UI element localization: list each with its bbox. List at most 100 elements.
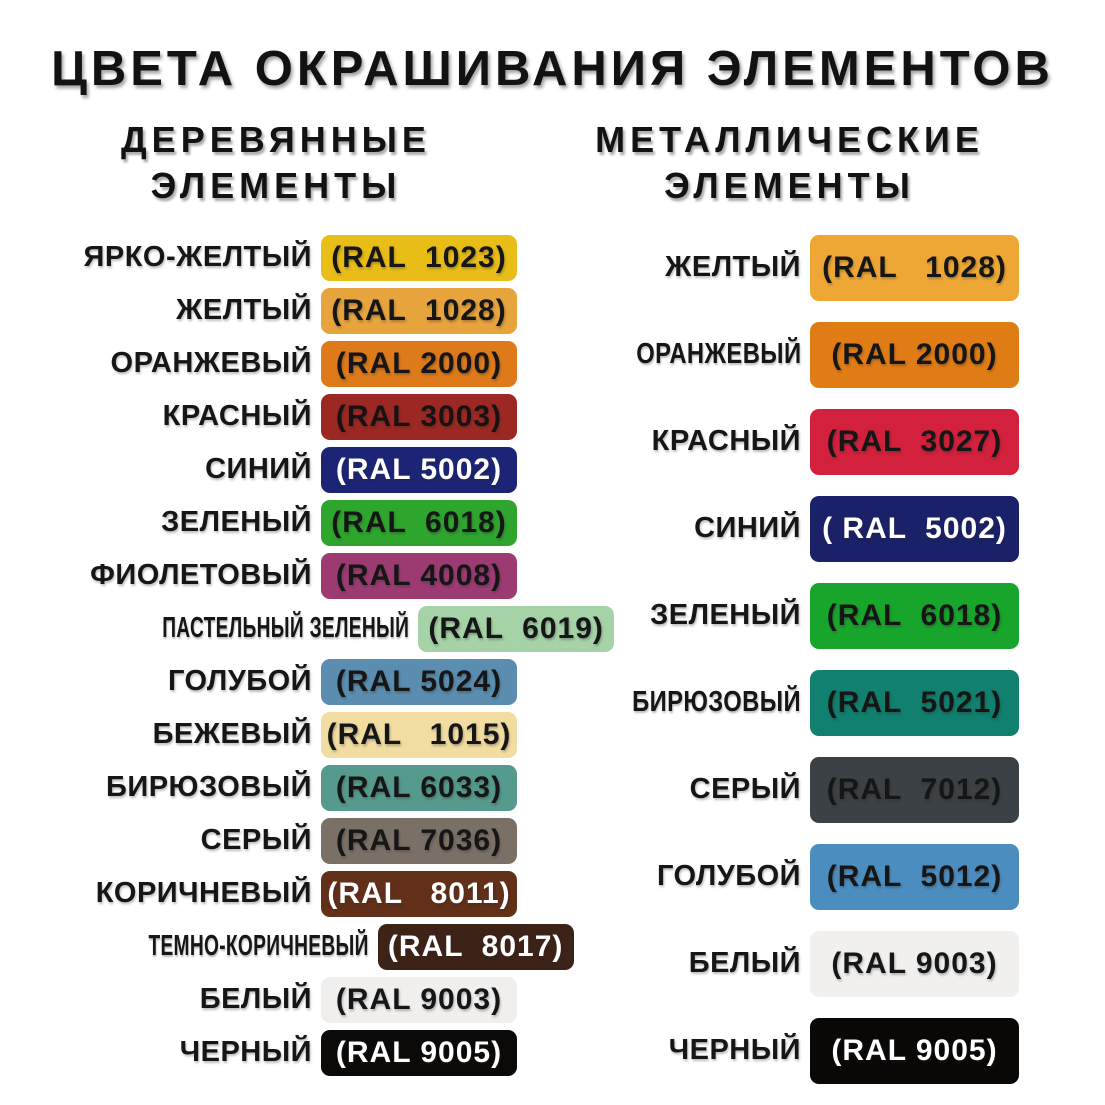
color-name-text: БЕЛЫЙ — [199, 983, 312, 1016]
color-name-text: ОРАНЖЕВЫЙ — [635, 338, 801, 371]
color-name-text: ОРАНЖЕВЫЙ — [110, 347, 312, 380]
color-name-text: ЖЕЛТЫЙ — [176, 294, 312, 327]
color-name-label: БЕЛЫЙ — [560, 947, 810, 980]
color-row: ЧЕРНЫЙ (RAL 9005) — [35, 1029, 517, 1076]
color-swatch: (RAL 1028) — [321, 287, 517, 334]
color-name-text: СЕРЫЙ — [200, 824, 312, 857]
color-row: БИРЮЗОВЫЙ (RAL 6033) — [35, 764, 517, 811]
ral-code: ( RAL 5002) — [822, 511, 1007, 545]
color-row: КОРИЧНЕВЫЙ (RAL 8011) — [35, 870, 517, 917]
ral-code: (RAL 9005) — [831, 1033, 998, 1067]
color-name-text: БИРЮЗОВЫЙ — [106, 771, 312, 804]
color-name-label: ГОЛУБОЙ — [35, 665, 321, 698]
color-swatch: (RAL 9005) — [321, 1029, 517, 1076]
color-name-text: ЧЕРНЫЙ — [179, 1036, 312, 1069]
metal-elements-header: МЕТАЛЛИЧЕСКИЕ ЭЛЕМЕНТЫ — [560, 117, 1019, 208]
ral-code: (RAL 1028) — [331, 293, 507, 327]
color-name-text: СИНИЙ — [205, 453, 312, 486]
ral-code: (RAL 3027) — [826, 424, 1003, 458]
color-name-label: ТЕМНО-КОРИЧНЕВЫЙ — [35, 930, 378, 963]
color-swatch: ( RAL 5002) — [810, 495, 1019, 562]
ral-code: (RAL 9003) — [335, 982, 503, 1016]
color-name-text: ТЕМНО-КОРИЧНЕВЫЙ — [148, 930, 369, 963]
color-name-label: СЕРЫЙ — [560, 773, 810, 806]
color-row: ЖЕЛТЫЙ (RAL 1028) — [35, 287, 517, 334]
wooden-elements-column: ДЕРЕВЯННЫЕ ЭЛЕМЕНТЫ ЯРКО-ЖЕЛТЫЙ (RAL 1023)… — [35, 117, 615, 1076]
color-name-text: ЧЕРНЫЙ — [668, 1034, 801, 1067]
color-row: ТЕМНО-КОРИЧНЕВЫЙ (RAL 8017) — [35, 923, 574, 970]
color-row: ЧЕРНЫЙ (RAL 9005) — [560, 1017, 1019, 1084]
color-name-label: СЕРЫЙ — [35, 824, 321, 857]
ral-code: (RAL 1028) — [822, 250, 1007, 284]
color-name-label: БИРЮЗОВЫЙ — [35, 771, 321, 804]
color-name-label: ГОЛУБОЙ — [560, 860, 810, 893]
color-name-label: БЕЖЕВЫЙ — [35, 718, 321, 751]
ral-code: (RAL 6033) — [335, 770, 503, 804]
color-name-text: ЗЕЛЕНЫЙ — [650, 599, 801, 632]
color-row: КРАСНЫЙ (RAL 3003) — [35, 393, 517, 440]
ral-code: (RAL 9005) — [335, 1035, 503, 1069]
color-name-text: ГОЛУБОЙ — [167, 665, 312, 698]
color-row: СЕРЫЙ (RAL 7012) — [560, 756, 1019, 823]
color-swatch: (RAL 6018) — [321, 499, 517, 546]
color-name-label: ЗЕЛЕНЫЙ — [560, 599, 810, 632]
color-swatch: (RAL 9003) — [321, 976, 517, 1023]
metal-elements-column: МЕТАЛЛИЧЕСКИЕ ЭЛЕМЕНТЫ ЖЕЛТЫЙ (RAL 1028) ОР… — [560, 117, 1019, 1084]
color-name-label: ПАСТЕЛЬНЫЙ ЗЕЛЕНЫЙ — [35, 612, 418, 645]
color-name-label: ЯРКО-ЖЕЛТЫЙ — [35, 241, 321, 274]
color-row: КРАСНЫЙ (RAL 3027) — [560, 408, 1019, 475]
color-row: ФИОЛЕТОВЫЙ (RAL 4008) — [35, 552, 517, 599]
ral-code: (RAL 8011) — [327, 876, 511, 910]
color-name-label: ЧЕРНЫЙ — [560, 1034, 810, 1067]
color-name-text: ЯРКО-ЖЕЛТЫЙ — [83, 241, 312, 274]
wooden-elements-header: ДЕРЕВЯННЫЕ ЭЛЕМЕНТЫ — [35, 117, 517, 208]
color-name-text: БЕЖЕВЫЙ — [152, 718, 312, 751]
color-name-text: БЕЛЫЙ — [688, 947, 801, 980]
ral-code: (RAL 5021) — [826, 685, 1003, 719]
color-row: ЗЕЛЕНЫЙ (RAL 6018) — [35, 499, 517, 546]
color-swatch: (RAL 9003) — [810, 930, 1019, 997]
color-row: БЕЛЫЙ (RAL 9003) — [35, 976, 517, 1023]
ral-code: (RAL 1015) — [326, 717, 512, 751]
ral-code: (RAL 7012) — [826, 772, 1003, 806]
color-name-label: БИРЮЗОВЫЙ — [560, 686, 810, 719]
color-swatch: (RAL 5024) — [321, 658, 517, 705]
ral-code: (RAL 5012) — [826, 859, 1003, 893]
color-name-label: ЧЕРНЫЙ — [35, 1036, 321, 1069]
color-swatch: (RAL 1028) — [810, 234, 1019, 301]
color-name-label: КРАСНЫЙ — [35, 400, 321, 433]
color-name-label: ОРАНЖЕВЫЙ — [560, 338, 810, 371]
color-name-text: КРАСНЫЙ — [651, 425, 801, 458]
color-name-text: ГОЛУБОЙ — [656, 860, 801, 893]
color-name-text: СЕРЫЙ — [689, 773, 801, 806]
metal-header-line1: МЕТАЛЛИЧЕСКИЕ — [595, 119, 984, 161]
color-swatch: (RAL 6018) — [810, 582, 1019, 649]
color-row: СЕРЫЙ (RAL 7036) — [35, 817, 517, 864]
color-row: ГОЛУБОЙ (RAL 5012) — [560, 843, 1019, 910]
ral-code: (RAL 6018) — [331, 505, 507, 539]
color-swatch: (RAL 7036) — [321, 817, 517, 864]
color-name-label: КОРИЧНЕВЫЙ — [35, 877, 321, 910]
color-name-label: ОРАНЖЕВЫЙ — [35, 347, 321, 380]
ral-code: (RAL 5002) — [335, 452, 503, 486]
ral-code: (RAL 6019) — [428, 611, 604, 645]
color-row: ОРАНЖЕВЫЙ (RAL 2000) — [35, 340, 517, 387]
ral-code: (RAL 2000) — [831, 337, 998, 371]
color-name-text: КРАСНЫЙ — [162, 400, 312, 433]
color-row: БЕЖЕВЫЙ (RAL 1015) — [35, 711, 517, 758]
color-row: ОРАНЖЕВЫЙ (RAL 2000) — [560, 321, 1019, 388]
color-name-label: ФИОЛЕТОВЫЙ — [35, 559, 321, 592]
color-swatch: (RAL 6033) — [321, 764, 517, 811]
color-swatch: (RAL 1023) — [321, 234, 517, 281]
color-swatch: (RAL 8017) — [377, 923, 574, 970]
color-name-text: СИНИЙ — [694, 512, 801, 545]
color-name-text: ПАСТЕЛЬНЫЙ ЗЕЛЕНЫЙ — [162, 612, 410, 645]
color-swatch: (RAL 8011) — [321, 870, 517, 917]
wooden-color-rows: ЯРКО-ЖЕЛТЫЙ (RAL 1023) ЖЕЛТЫЙ (RAL 1028) ОРА… — [35, 234, 615, 1076]
color-swatch: (RAL 3003) — [321, 393, 517, 440]
color-name-text: ФИОЛЕТОВЫЙ — [90, 559, 312, 592]
metal-header-line2: ЭЛЕМЕНТЫ — [664, 165, 915, 207]
color-name-text: БИРЮЗОВЫЙ — [632, 686, 801, 719]
ral-code: (RAL 1023) — [331, 240, 507, 274]
color-row: ЖЕЛТЫЙ (RAL 1028) — [560, 234, 1019, 301]
